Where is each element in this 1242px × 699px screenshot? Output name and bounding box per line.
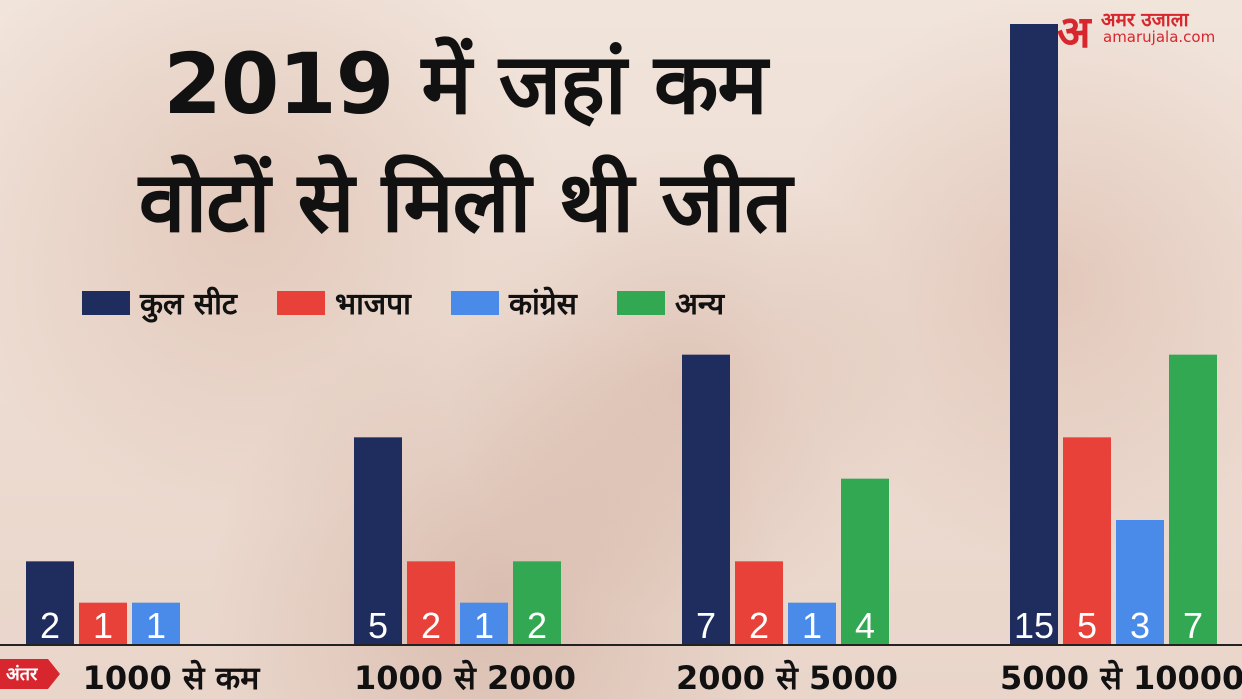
data-label-others-4: 7 bbox=[1183, 605, 1203, 646]
bar-congress-2 bbox=[460, 602, 508, 644]
brand-glyph: अ bbox=[1057, 7, 1091, 58]
legend-swatch-total bbox=[82, 290, 130, 315]
bar-total-1 bbox=[26, 561, 74, 644]
data-label-bjp-2: 2 bbox=[421, 605, 441, 646]
legend-item-congress: कांग्रेस bbox=[450, 282, 577, 323]
data-label-bjp-3: 2 bbox=[749, 605, 769, 646]
legend-swatch-congress bbox=[450, 290, 499, 315]
bar-total-2 bbox=[354, 437, 402, 644]
category-label-2: 1000 से 2000 bbox=[354, 659, 577, 697]
chart-title-line-1: 2019 में जहां कम bbox=[163, 35, 767, 133]
bar-total-4 bbox=[1010, 24, 1058, 644]
bar-others-3 bbox=[841, 478, 889, 644]
legend-label-total: कुल सीट bbox=[140, 287, 237, 322]
data-label-congress-3: 1 bbox=[802, 605, 822, 646]
bar-congress-3 bbox=[788, 602, 836, 644]
legend-swatch-others bbox=[616, 290, 665, 315]
category-label-4: 5000 से 10000 bbox=[1000, 659, 1242, 697]
bar-bjp-4 bbox=[1063, 437, 1111, 644]
data-label-others-2: 2 bbox=[527, 605, 547, 646]
legend-label-congress: कांग्रेस bbox=[508, 287, 577, 322]
bar-congress-1 bbox=[132, 602, 180, 644]
chart-title-line-2: वोटों से मिली थी जीत bbox=[138, 153, 792, 251]
legend-label-bjp: भाजपा bbox=[335, 287, 411, 322]
bar-bjp-1 bbox=[79, 602, 127, 644]
legend-item-others: अन्य bbox=[616, 282, 725, 323]
data-label-bjp-1: 1 bbox=[93, 605, 113, 646]
data-label-congress-1: 1 bbox=[146, 605, 166, 646]
bar-others-2 bbox=[513, 561, 561, 644]
data-label-total-4: 15 bbox=[1014, 605, 1054, 646]
chart-legend: कुल सीट भाजपा कांग्रेस अन्य bbox=[82, 282, 764, 323]
data-label-total-1: 2 bbox=[40, 605, 60, 646]
bar-congress-4 bbox=[1116, 520, 1164, 644]
data-label-others-3: 4 bbox=[855, 605, 875, 646]
axis-badge: अंतर bbox=[0, 659, 60, 689]
axis-badge-label: अंतर bbox=[6, 664, 38, 685]
bar-total-3 bbox=[682, 354, 730, 644]
data-label-total-2: 5 bbox=[368, 605, 388, 646]
data-label-congress-2: 1 bbox=[474, 605, 494, 646]
brand-url: amarujala.com bbox=[1103, 28, 1216, 46]
legend-item-total: कुल सीट bbox=[82, 282, 237, 323]
data-label-total-3: 7 bbox=[696, 605, 716, 646]
brand-name: अमर उजाला bbox=[1101, 9, 1189, 31]
legend-label-others: अन्य bbox=[674, 287, 725, 322]
bar-bjp-3 bbox=[735, 561, 783, 644]
category-label-1: 1000 से कम bbox=[82, 659, 260, 697]
bar-bjp-2 bbox=[407, 561, 455, 644]
brand-logo: अ अमर उजाला amarujala.com bbox=[1057, 4, 1232, 58]
category-label-3: 2000 से 5000 bbox=[676, 659, 899, 697]
legend-item-bjp: भाजपा bbox=[277, 282, 411, 323]
bar-others-4 bbox=[1169, 354, 1217, 644]
data-label-bjp-4: 5 bbox=[1077, 605, 1097, 646]
data-label-congress-4: 3 bbox=[1130, 605, 1150, 646]
axis-badge-arrow-shape bbox=[0, 659, 60, 689]
legend-swatch-bjp bbox=[277, 290, 325, 315]
